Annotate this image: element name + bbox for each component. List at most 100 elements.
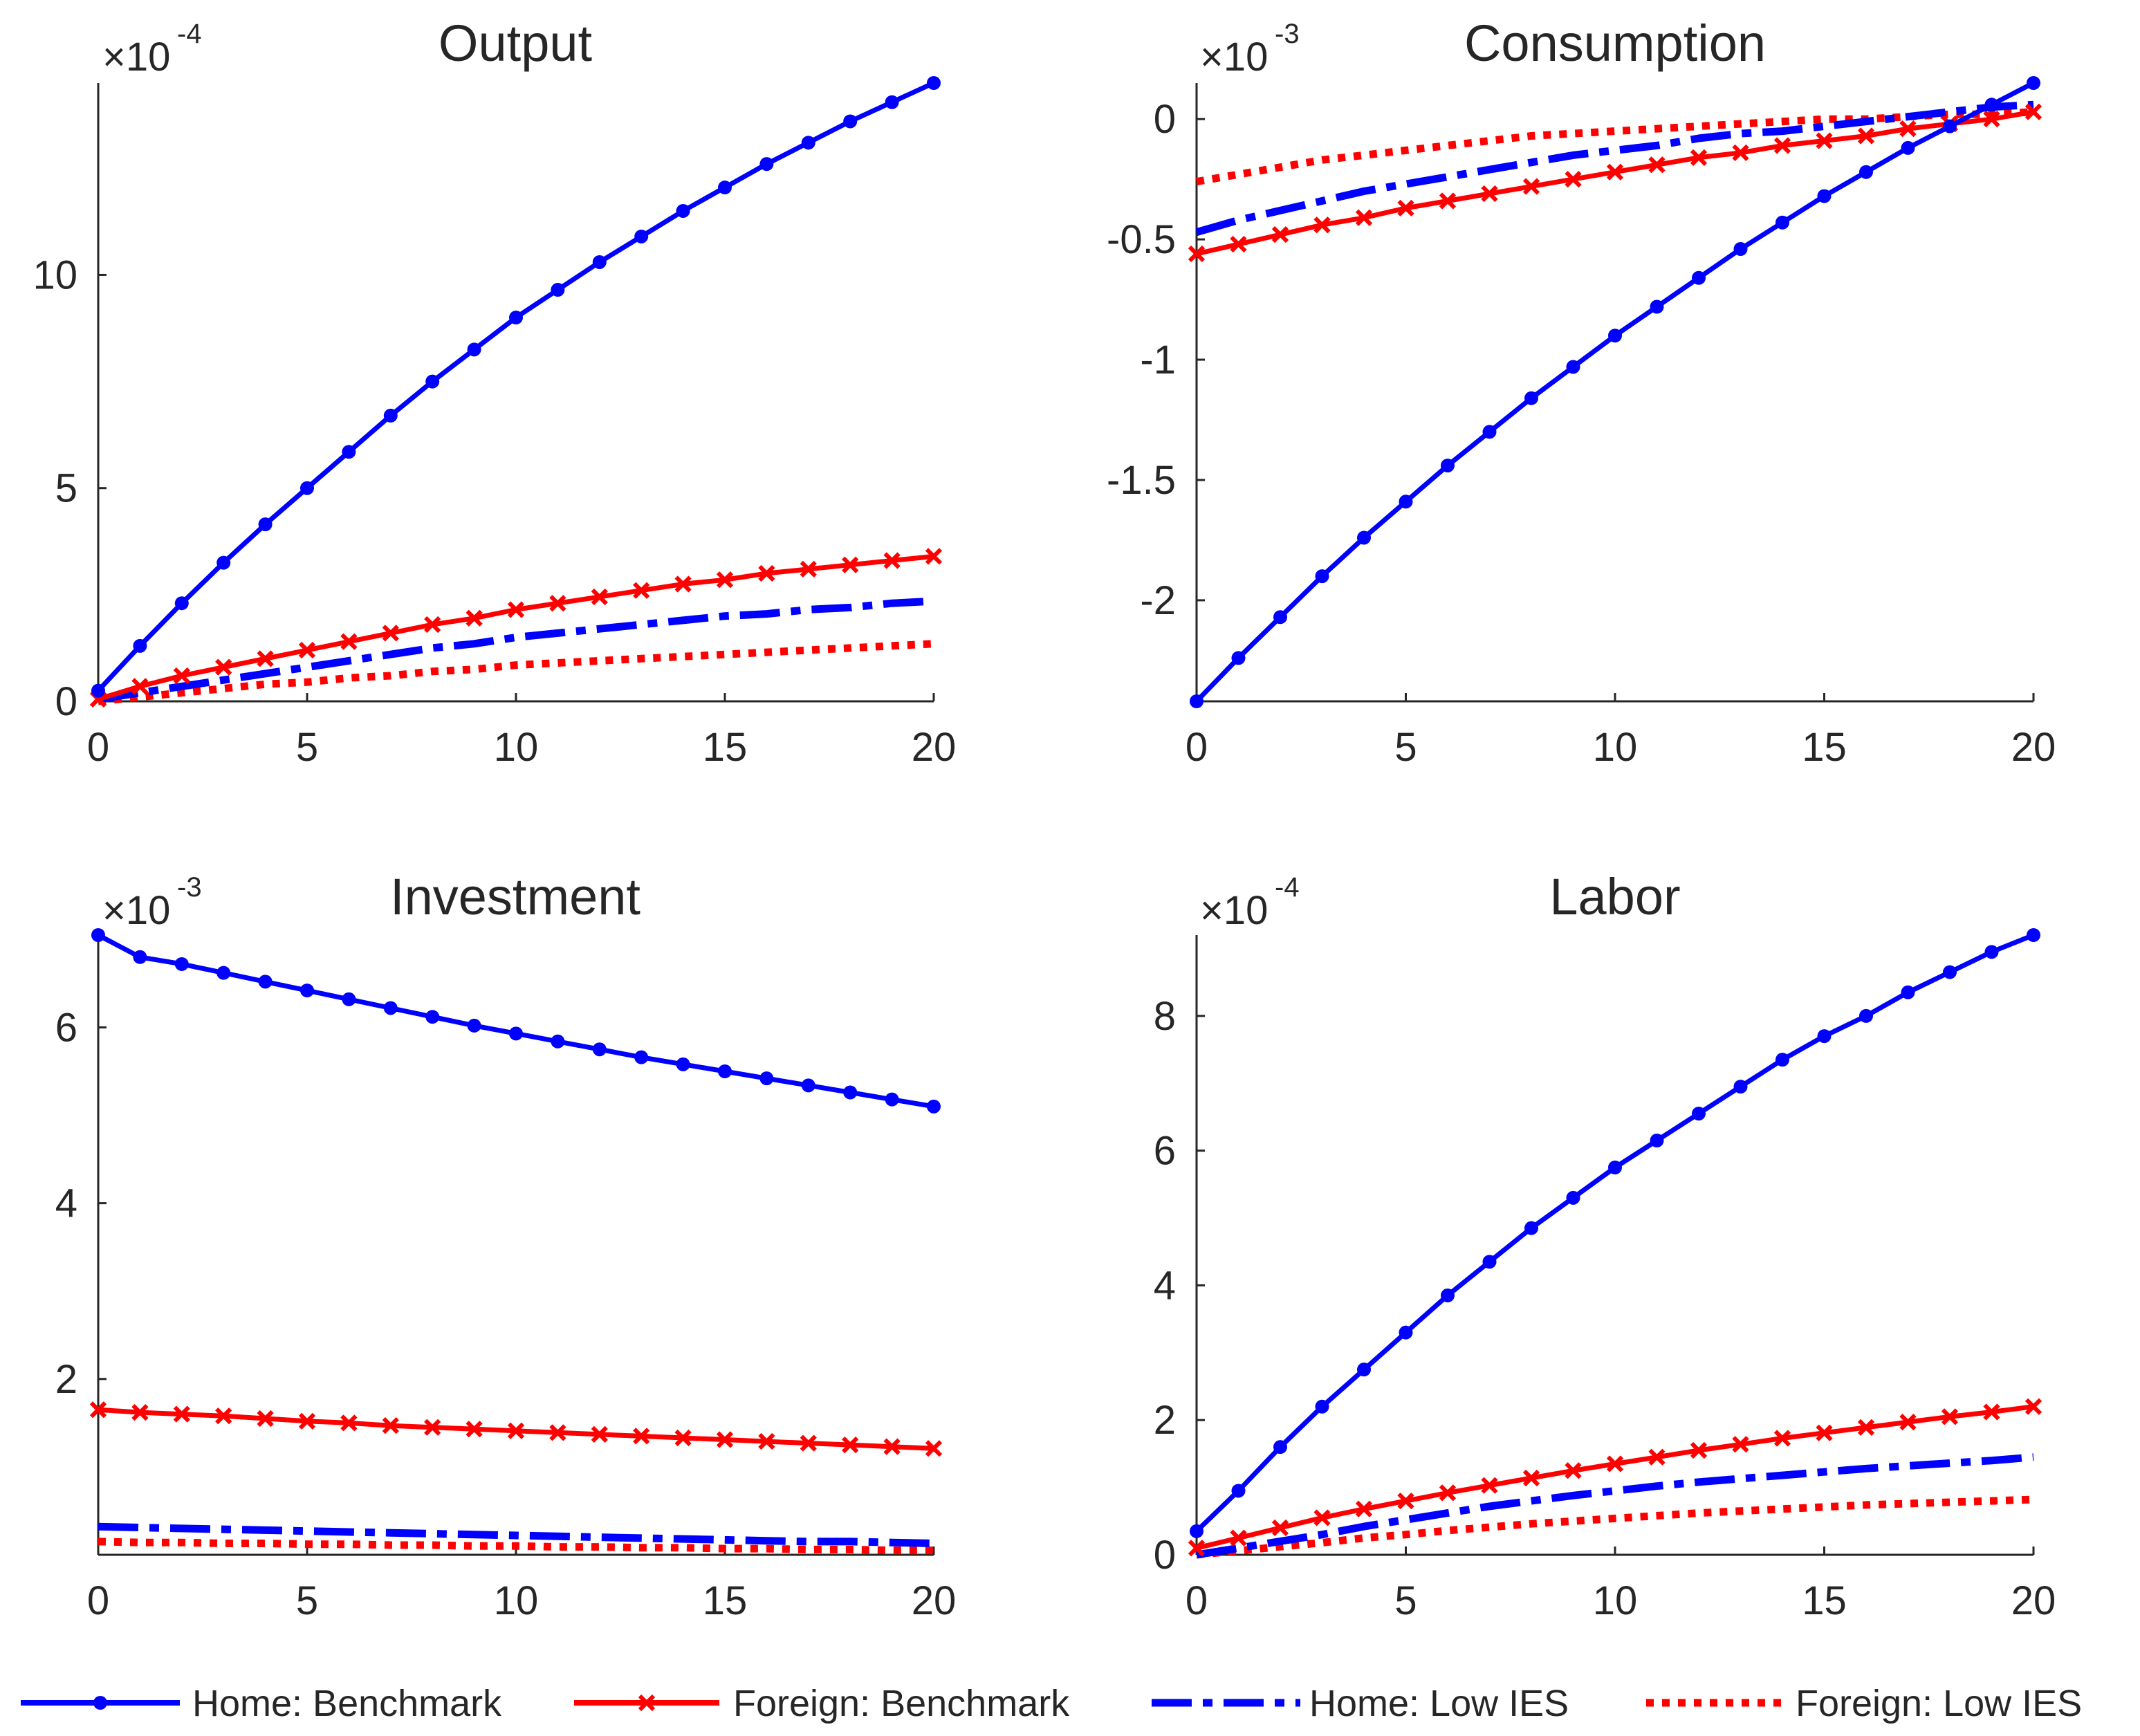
output-exponent-value: -4: [177, 19, 202, 49]
labor-point-foreign-benchmark: [2024, 1398, 2042, 1415]
consumption-y-tick-label: -1: [1140, 338, 1176, 382]
investment-point-foreign-benchmark: [925, 1440, 943, 1457]
investment-point-home-benchmark: [342, 992, 356, 1006]
output-point-home-benchmark: [885, 95, 899, 109]
output-point-foreign-benchmark: [382, 625, 399, 642]
output-x-tick-label: 5: [296, 725, 318, 770]
investment-title: Investment: [390, 868, 640, 925]
investment-point-home-benchmark: [174, 957, 189, 971]
labor-point-foreign-benchmark: [1732, 1436, 1749, 1453]
output-point-foreign-benchmark: [131, 678, 149, 695]
labor-point-foreign-benchmark: [1481, 1477, 1498, 1494]
consumption-point-foreign-benchmark: [1271, 226, 1289, 243]
consumption-point-foreign-benchmark: [1899, 120, 1917, 138]
consumption-point-foreign-benchmark: [1522, 178, 1540, 195]
legend-item-foreign-low-ies: Foreign: Low IES: [1646, 1683, 2082, 1724]
consumption-point-foreign-benchmark: [1732, 144, 1749, 162]
labor-point-home-benchmark: [1984, 945, 1999, 959]
legend-label-foreign-benchmark: Foreign: Benchmark: [733, 1683, 1070, 1724]
legend-label-home-benchmark: Home: Benchmark: [192, 1683, 502, 1724]
investment-x-tick-label: 10: [494, 1578, 539, 1623]
investment-point-foreign-benchmark: [257, 1410, 274, 1428]
output-axis-exponent: ×10 -4: [102, 19, 202, 80]
consumption-panel: Consumption ×10 -3 0 5 10 15 20 -2 -1.5 -1 -0.5 0: [1107, 15, 2056, 770]
investment-point-home-benchmark: [467, 1018, 481, 1033]
investment-point-home-benchmark: [133, 950, 147, 964]
investment-point-home-benchmark: [843, 1085, 858, 1100]
svg-text:×10: ×10: [102, 888, 170, 933]
output-title: Output: [439, 15, 593, 72]
output-point-foreign-benchmark: [549, 595, 566, 612]
investment-point-foreign-benchmark: [465, 1421, 483, 1438]
labor-point-foreign-benchmark: [1271, 1519, 1289, 1537]
labor-point-foreign-benchmark: [1565, 1462, 1582, 1479]
labor-point-home-benchmark: [1566, 1190, 1580, 1205]
labor-point-home-benchmark: [1733, 1080, 1748, 1094]
investment-panel: Investment ×10 -3 0 5 10 15 20 2 4 6: [55, 868, 957, 1623]
output-point-foreign-benchmark: [424, 616, 441, 634]
output-point-home-benchmark: [91, 683, 105, 698]
investment-point-home-benchmark: [551, 1034, 565, 1049]
investment-point-foreign-benchmark: [883, 1438, 901, 1455]
investment-point-foreign-benchmark: [633, 1428, 650, 1445]
consumption-point-foreign-benchmark: [1355, 209, 1373, 226]
labor-x-tick-label: 20: [2011, 1578, 2056, 1623]
labor-point-home-benchmark: [1441, 1289, 1455, 1303]
consumption-point-foreign-benchmark: [2024, 103, 2042, 120]
output-point-foreign-benchmark: [842, 556, 859, 573]
labor-point-foreign-benchmark: [1941, 1408, 1959, 1425]
consumption-x-tick-label: 5: [1394, 725, 1417, 770]
output-point-foreign-benchmark: [758, 564, 775, 582]
labor-point-foreign-benchmark: [1690, 1441, 1708, 1459]
investment-point-home-benchmark: [885, 1092, 899, 1107]
labor-point-foreign-benchmark: [1313, 1509, 1331, 1526]
legend-label-home-low-ies: Home: Low IES: [1309, 1683, 1569, 1724]
consumption-exponent-value: -3: [1275, 19, 1300, 49]
investment-point-foreign-benchmark: [674, 1429, 692, 1447]
consumption-point-home-benchmark: [1190, 694, 1203, 708]
labor-panel: Labor ×10 -4 0 5 10 15 20 0 2 4 6 8: [1154, 868, 2056, 1623]
output-point-foreign-benchmark: [925, 548, 943, 565]
investment-point-home-benchmark: [216, 966, 231, 980]
legend-marker-foreign-benchmark: [638, 1694, 656, 1712]
legend-marker-home-benchmark: [93, 1696, 107, 1710]
consumption-point-foreign-benchmark: [1857, 127, 1875, 145]
output-point-foreign-benchmark: [591, 588, 608, 606]
output-point-foreign-benchmark: [883, 552, 901, 569]
labor-x-tick-label: 10: [1593, 1578, 1638, 1623]
svg-text:×10: ×10: [102, 35, 170, 80]
investment-point-foreign-benchmark: [800, 1434, 817, 1452]
consumption-y-tick-label: -2: [1140, 578, 1176, 623]
investment-point-home-benchmark: [300, 984, 314, 998]
output-line-home-low-ies: [98, 597, 934, 703]
consumption-point-home-benchmark: [1524, 391, 1538, 405]
investment-point-foreign-benchmark: [716, 1431, 734, 1448]
labor-point-foreign-benchmark: [1983, 1403, 2000, 1421]
output-point-home-benchmark: [634, 229, 649, 243]
labor-point-home-benchmark: [1692, 1107, 1706, 1121]
investment-x-tick-label: 0: [87, 1578, 109, 1623]
output-point-foreign-benchmark: [716, 571, 734, 589]
labor-point-home-benchmark: [1273, 1440, 1287, 1455]
output-point-foreign-benchmark: [674, 575, 692, 593]
output-point-foreign-benchmark: [340, 633, 358, 650]
consumption-point-home-benchmark: [1399, 495, 1413, 509]
output-line-foreign-low-ies: [98, 640, 934, 705]
labor-point-foreign-benchmark: [1648, 1448, 1666, 1466]
output-point-home-benchmark: [467, 342, 481, 357]
output-point-home-benchmark: [551, 283, 565, 297]
investment-point-home-benchmark: [592, 1042, 607, 1057]
labor-point-foreign-benchmark: [1188, 1540, 1206, 1557]
consumption-axis-exponent: ×10 -3: [1200, 19, 1300, 80]
consumption-point-foreign-benchmark: [1565, 171, 1582, 188]
output-x-tick-label: 15: [703, 725, 748, 770]
investment-point-home-benchmark: [509, 1026, 523, 1041]
output-point-home-benchmark: [425, 374, 440, 389]
investment-point-foreign-benchmark: [131, 1403, 149, 1421]
labor-point-home-benchmark: [1190, 1524, 1203, 1538]
investment-x-tick-label: 20: [912, 1578, 957, 1623]
investment-point-foreign-benchmark: [758, 1432, 775, 1450]
consumption-point-home-benchmark: [1984, 98, 1999, 112]
labor-x-tick-label: 5: [1394, 1578, 1417, 1623]
